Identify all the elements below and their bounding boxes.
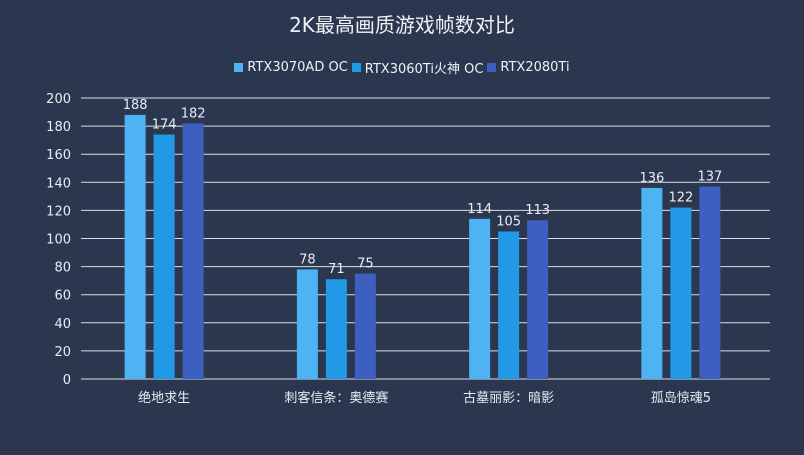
y-tick-label: 80	[54, 261, 71, 276]
bar-value-label: 174	[152, 118, 177, 133]
bar[interactable]	[699, 186, 721, 379]
bar-value-label: 75	[357, 257, 374, 272]
x-category-label: 孤岛惊魂5	[651, 390, 711, 406]
bar[interactable]	[527, 220, 549, 379]
y-tick-label: 160	[46, 148, 71, 163]
bar[interactable]	[153, 134, 175, 379]
legend: RTX3070AD OC RTX3060Ti火神 OC RTX2080Ti	[0, 58, 804, 77]
x-category-label: 刺客信条：奥德赛	[284, 390, 388, 406]
bar[interactable]	[354, 273, 376, 379]
legend-item-rtx2080ti[interactable]: RTX2080Ti	[487, 58, 570, 77]
y-tick-label: 200	[46, 92, 71, 107]
legend-swatch-icon	[234, 63, 244, 72]
y-tick-label: 100	[46, 233, 71, 248]
bar-value-label: 182	[181, 106, 206, 121]
bar-value-label: 105	[496, 214, 521, 229]
legend-label: RTX3060Ti火神 OC	[364, 62, 484, 77]
bar[interactable]	[182, 123, 204, 379]
y-tick-label: 140	[46, 176, 71, 191]
y-tick-label: 0	[63, 373, 71, 388]
bar[interactable]	[469, 218, 491, 379]
bar[interactable]	[498, 231, 520, 379]
x-category-label: 古墓丽影：暗影	[463, 391, 554, 406]
bar-value-label: 114	[467, 202, 492, 217]
y-tick-label: 60	[54, 289, 71, 304]
legend-swatch-icon	[351, 63, 361, 72]
bar[interactable]	[641, 187, 663, 379]
legend-label: RTX3070AD OC	[247, 60, 348, 75]
bar-value-label: 188	[123, 98, 148, 113]
x-category-label: 绝地求生	[138, 390, 190, 406]
legend-label: RTX2080Ti	[500, 60, 570, 75]
bar-value-label: 122	[668, 191, 693, 206]
legend-item-rtx3060ti[interactable]: RTX3060Ti火神 OC	[351, 58, 484, 77]
legend-item-rtx3070ad[interactable]: RTX3070AD OC	[234, 58, 348, 77]
bar-value-label: 137	[697, 170, 722, 185]
bar-value-label: 136	[639, 171, 664, 186]
bar[interactable]	[124, 114, 146, 380]
y-tick-label: 180	[46, 120, 71, 135]
y-tick-label: 40	[54, 317, 71, 332]
bar[interactable]	[670, 207, 692, 379]
y-tick-label: 20	[54, 345, 71, 360]
bar-value-label: 78	[299, 252, 316, 267]
y-tick-label: 120	[46, 204, 71, 219]
chart-title: 2K最高画质游戏帧数对比	[289, 13, 515, 37]
bar[interactable]	[325, 279, 347, 379]
bar[interactable]	[296, 269, 318, 379]
bar-value-label: 113	[525, 203, 550, 218]
legend-swatch-icon	[487, 63, 497, 72]
bar-value-label: 71	[328, 262, 345, 277]
